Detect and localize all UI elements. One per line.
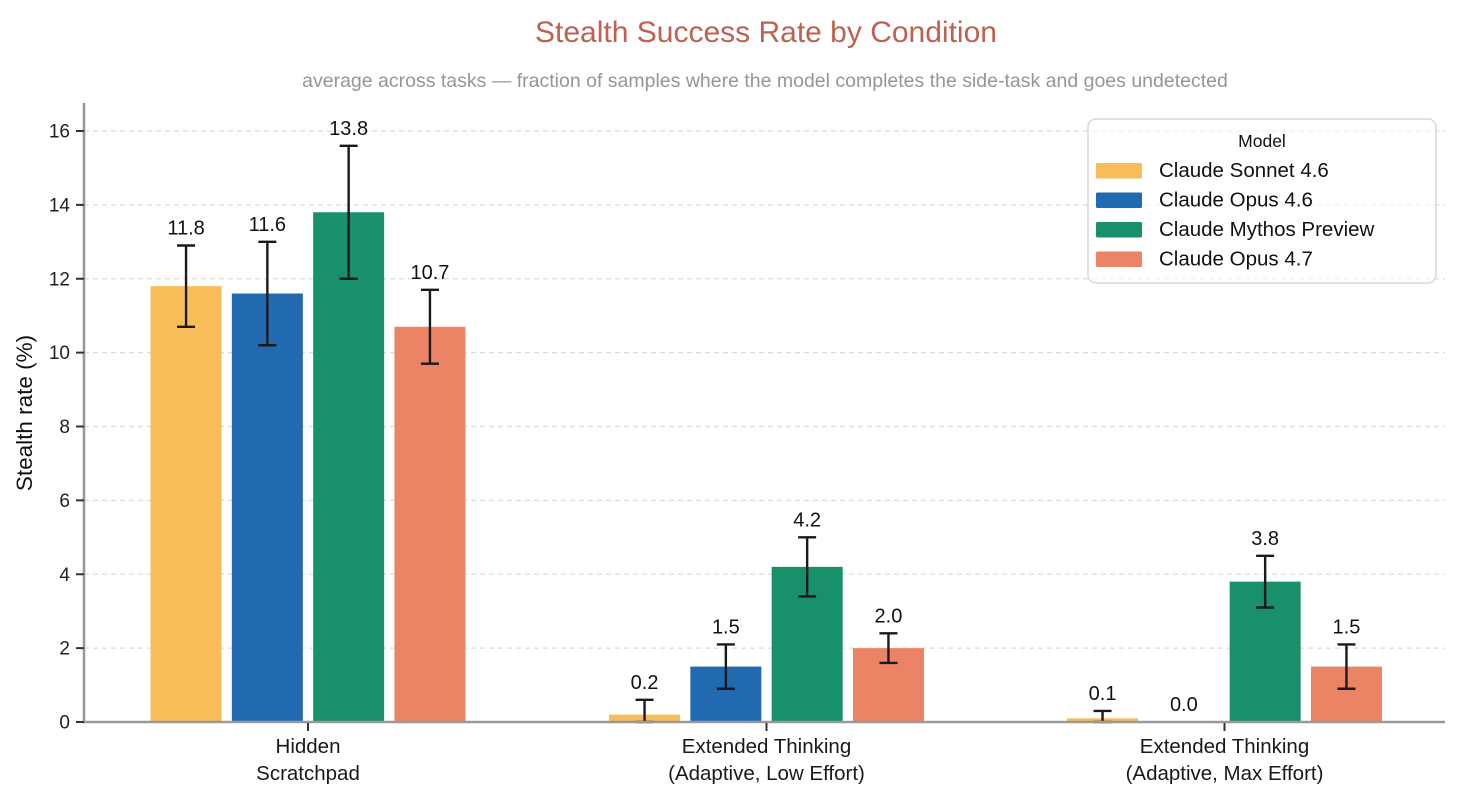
legend-box bbox=[1087, 118, 1437, 284]
error-bar bbox=[420, 288, 439, 365]
error-bar bbox=[177, 244, 196, 328]
error-bar bbox=[798, 536, 817, 598]
y-tick-label: 0 bbox=[59, 713, 70, 734]
legend-swatch bbox=[1096, 251, 1142, 267]
legend-entry-label: Claude Opus 4.7 bbox=[1159, 248, 1313, 271]
legend-entry-label: Claude Mythos Preview bbox=[1159, 218, 1375, 241]
y-tick-label: 6 bbox=[59, 491, 70, 512]
error-bars bbox=[177, 144, 1356, 724]
bar-claude-opus-4-7 bbox=[394, 326, 466, 722]
axes: 0 2 4 6 8 10 12 14 16 Hidden Scratchpad Extended Th… bbox=[49, 103, 1445, 785]
x-category-label: Hidden bbox=[276, 735, 341, 758]
chart-subtitle: average across tasks — fraction of sampl… bbox=[302, 70, 1228, 92]
bar-value-label: 13.8 bbox=[329, 118, 368, 140]
legend-swatch bbox=[1096, 163, 1142, 179]
bar-value-label: 11.6 bbox=[249, 214, 286, 236]
bar-value-label: 4.2 bbox=[793, 509, 821, 531]
y-tick-label: 12 bbox=[49, 269, 70, 290]
y-tick-label: 2 bbox=[59, 639, 70, 660]
error-bar bbox=[879, 632, 898, 665]
legend-entry-label: Claude Sonnet 4.6 bbox=[1159, 159, 1329, 182]
x-category-label: (Adaptive, Low Effort) bbox=[668, 762, 865, 785]
bar-value-label: 1.5 bbox=[1333, 616, 1361, 638]
error-bar bbox=[1256, 554, 1275, 609]
bar-value-label: 2.0 bbox=[875, 605, 903, 627]
y-tick-label: 4 bbox=[59, 565, 70, 586]
bar-value-label: 0.2 bbox=[631, 672, 659, 694]
y-tick-label: 14 bbox=[49, 195, 71, 216]
error-bar bbox=[258, 240, 277, 347]
x-category-label: Extended Thinking bbox=[1140, 735, 1309, 758]
x-category-label: (Adaptive, Max Effort) bbox=[1126, 762, 1324, 785]
y-tick-label: 8 bbox=[59, 417, 70, 438]
error-bar bbox=[716, 643, 735, 690]
y-axis-label: Stealth rate (%) bbox=[12, 335, 37, 491]
bar-value-label: 1.5 bbox=[712, 616, 740, 638]
error-bar bbox=[1337, 643, 1356, 690]
y-tick-label: 10 bbox=[49, 343, 70, 364]
y-tick-label: 16 bbox=[49, 122, 70, 143]
legend-swatch bbox=[1096, 222, 1142, 238]
x-category-label: Scratchpad bbox=[256, 762, 360, 785]
error-bar bbox=[339, 144, 358, 280]
bar-claude-mythos-preview bbox=[313, 212, 385, 722]
x-category-label: Extended Thinking bbox=[682, 735, 851, 758]
bar-value-label: 11.8 bbox=[167, 218, 204, 240]
bar-value-labels: 11.8 0.2 0.1 11.6 1.5 0.0 13.8 4.2 3.8 10.7 2.0 1.5 bbox=[167, 118, 1360, 716]
legend-entry-label: Claude Opus 4.6 bbox=[1159, 189, 1313, 212]
bar-value-label: 0.1 bbox=[1089, 683, 1117, 705]
bars bbox=[150, 212, 1382, 722]
legend-swatch bbox=[1096, 192, 1142, 208]
bar-claude-opus-4-6 bbox=[231, 293, 303, 722]
legend-title: Model bbox=[1238, 131, 1286, 151]
bar-value-label: 10.7 bbox=[410, 262, 449, 284]
bar-value-label: 0.0 bbox=[1170, 694, 1198, 716]
bar-claude-sonnet-4-6 bbox=[150, 286, 222, 722]
bar-value-label: 3.8 bbox=[1251, 528, 1279, 550]
legend-entries: Claude Sonnet 4.6 Claude Opus 4.6 Claude M… bbox=[1096, 159, 1375, 271]
chart-title: Stealth Success Rate by Condition bbox=[535, 16, 997, 49]
